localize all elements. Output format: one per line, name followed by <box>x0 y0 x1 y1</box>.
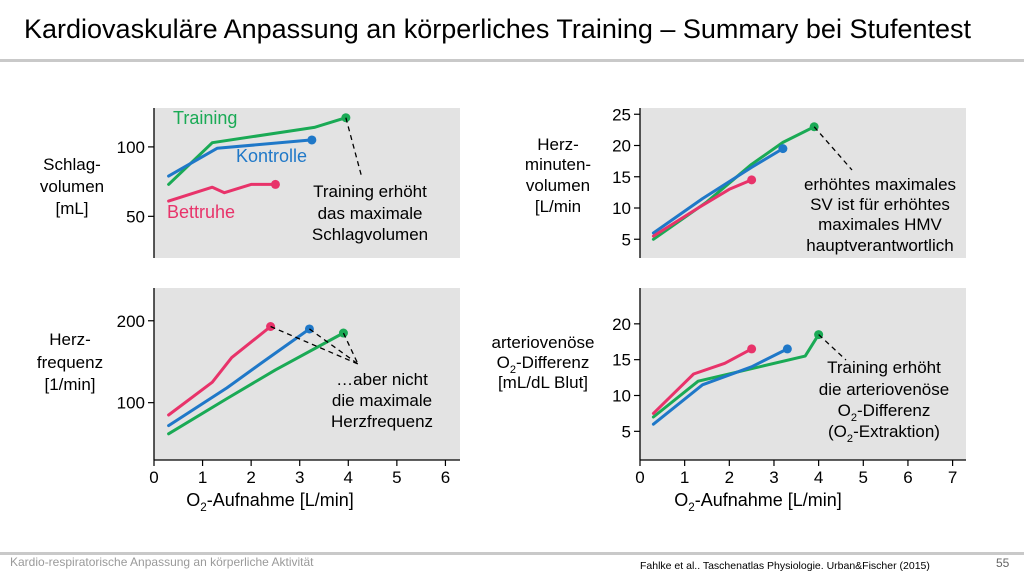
footer-rule <box>0 552 1024 555</box>
annotation-pointer <box>813 126 853 171</box>
footer-text: Kardio-respiratorische Anpassung an körp… <box>10 555 314 569</box>
y-tick-label: 100 <box>117 138 145 157</box>
series-line-kontrolle <box>651 147 785 235</box>
y-tick-label: 5 <box>622 230 631 249</box>
series-line-bettruhe <box>167 325 273 417</box>
y-tick-label: 100 <box>117 394 145 413</box>
x-tick-label: 6 <box>441 468 450 487</box>
y-axis-label: volumen <box>526 176 590 195</box>
series-line-kontrolle <box>167 138 314 178</box>
x-tick-label: 3 <box>769 468 778 487</box>
chart-panel-1: 50 100 Schlag-volumen [mL] Training erhöht da… <box>40 108 460 258</box>
y-axis-label: Schlag- <box>43 155 101 174</box>
y-tick-label: 20 <box>612 315 631 334</box>
y-axis-label: Herz- <box>49 330 91 349</box>
annotation-text: Training erhöht <box>313 182 427 201</box>
annotation-pointer <box>309 328 359 365</box>
series-label-kontrolle: Kontrolle <box>236 146 307 166</box>
annotation-text: hauptverantwortlich <box>806 236 953 255</box>
plot-area <box>154 288 460 460</box>
page-number: 55 <box>996 556 1010 570</box>
x-tick-label: 5 <box>392 468 401 487</box>
y-axis-label: arteriovenöse <box>491 333 594 352</box>
y-tick-label: 5 <box>622 422 631 441</box>
series-line-bettruhe <box>651 347 754 415</box>
annotation-pointer <box>345 117 363 179</box>
slide-title: Kardiovaskuläre Anpassung an körperliche… <box>24 14 972 44</box>
annotation-text: die maximale <box>332 391 432 410</box>
series-endpoint-bettruhe <box>270 179 280 189</box>
annotation-text: die arteriovenöse <box>819 380 949 399</box>
x-tick-label: 1 <box>680 468 689 487</box>
x-tick-label: 5 <box>859 468 868 487</box>
annotation-text: O2-Differenz <box>838 401 931 424</box>
series-line-kontrolle <box>167 327 311 428</box>
plot-area <box>154 108 460 258</box>
annotation-text: Herzfrequenz <box>331 412 433 431</box>
y-axis-label: [L/min <box>535 197 581 216</box>
y-tick-label: 15 <box>612 351 631 370</box>
x-tick-label: 0 <box>635 468 644 487</box>
x-tick-label: 4 <box>344 468 353 487</box>
y-tick-label: 15 <box>612 168 631 187</box>
x-tick-label: 1 <box>198 468 207 487</box>
x-tick-label: 0 <box>149 468 158 487</box>
annotation-text: das maximale <box>318 204 423 223</box>
chart-panel-3: 100 200 0 1 2 3 4 5 6 O2-Aufnahme [L/min] Herz-fre… <box>37 288 460 514</box>
x-axis-label: O2-Aufnahme [L/min] <box>186 490 354 514</box>
y-tick-label: 200 <box>117 312 145 331</box>
series-label-training: Training <box>173 108 237 128</box>
series-line-training <box>167 331 345 436</box>
chart-panel-2: 5 10 15 20 25 Herz-minuten-volumen [L/min erhöh… <box>525 105 966 258</box>
x-tick-label: 3 <box>295 468 304 487</box>
y-tick-label: 10 <box>612 387 631 406</box>
annotation-text: …aber nicht <box>336 370 428 389</box>
annotation-text: (O2-Extraktion) <box>828 422 940 445</box>
x-tick-label: 2 <box>246 468 255 487</box>
series-line-training <box>651 333 821 419</box>
series-endpoint-bettruhe <box>747 344 757 354</box>
citation: Fahlke et al.. Taschenatlas Physiologie.… <box>640 560 930 572</box>
series-endpoint-kontrolle <box>307 135 317 145</box>
annotation-text: SV ist für erhöhtes <box>810 195 950 214</box>
y-tick-label: 25 <box>612 105 631 124</box>
x-tick-label: 6 <box>903 468 912 487</box>
annotation-pointer <box>342 332 359 365</box>
y-axis-label: [mL] <box>55 199 88 218</box>
annotation-text: Schlagvolumen <box>312 225 428 244</box>
y-axis-label: [mL/dL Blut] <box>498 373 588 392</box>
series-label-bettruhe: Bettruhe <box>167 202 235 222</box>
x-axis-label: O2-Aufnahme [L/min] <box>674 490 842 514</box>
y-axis-label: O2-Differenz <box>497 353 590 376</box>
series-line-bettruhe <box>651 178 754 238</box>
x-tick-label: 4 <box>814 468 823 487</box>
series-line-kontrolle <box>651 347 789 426</box>
chart-panel-4: 5 10 15 20 0 1 2 3 4 5 6 7 O2-Aufnahme [L/min] arteri… <box>491 288 966 514</box>
y-tick-label: 10 <box>612 199 631 218</box>
y-axis-label: [1/min] <box>44 375 95 394</box>
x-tick-label: 7 <box>948 468 957 487</box>
annotation-text: Training erhöht <box>827 358 941 377</box>
series-endpoint-bettruhe <box>747 175 757 185</box>
y-tick-label: 50 <box>126 207 145 226</box>
x-tick-label: 2 <box>725 468 734 487</box>
annotation-text: erhöhtes maximales <box>804 175 956 194</box>
y-axis-label: minuten- <box>525 155 591 174</box>
y-tick-label: 20 <box>612 137 631 156</box>
series-endpoint-kontrolle <box>782 344 792 354</box>
annotation-pointer <box>818 334 847 361</box>
annotation-text: maximales HMV <box>818 215 942 234</box>
title-rule <box>0 59 1024 62</box>
series-endpoint-kontrolle <box>778 144 788 154</box>
y-axis-label: volumen <box>40 177 104 196</box>
y-axis-label: Herz- <box>537 135 579 154</box>
series-line-bettruhe <box>167 182 277 203</box>
annotation-pointer <box>270 325 359 365</box>
y-axis-label: frequenz <box>37 353 103 372</box>
